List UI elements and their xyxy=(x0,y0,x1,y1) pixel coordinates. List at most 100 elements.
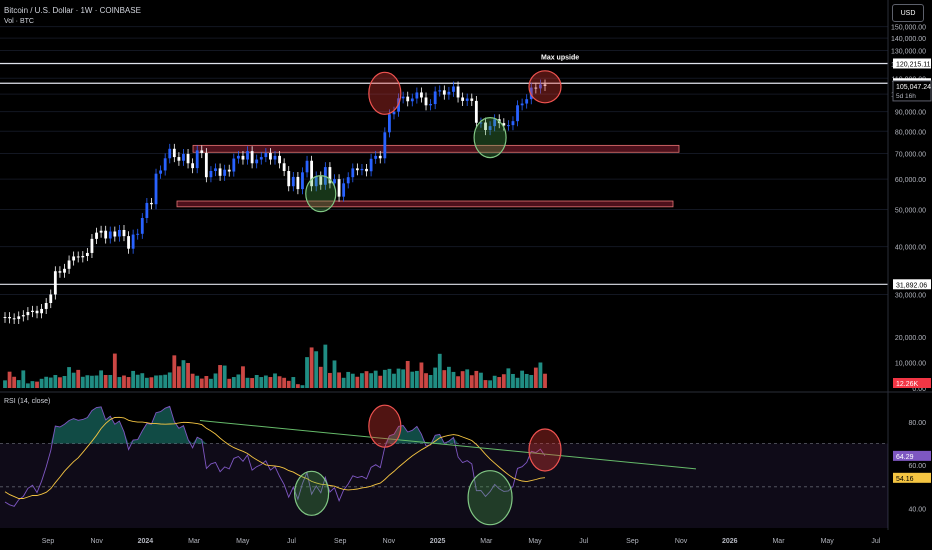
volume-bar xyxy=(488,380,492,388)
candle-body xyxy=(433,91,437,105)
volume-bar xyxy=(410,371,415,388)
candle-body xyxy=(99,230,103,233)
candle-body xyxy=(182,153,185,161)
volume-bar xyxy=(16,380,21,388)
volume-bar xyxy=(158,375,163,388)
candle-body xyxy=(383,132,387,159)
candle-body xyxy=(12,318,16,320)
price-gridlines xyxy=(0,26,888,295)
candle-body xyxy=(374,155,378,159)
volume-bar xyxy=(273,373,277,388)
price-tick-label: 90,000.00 xyxy=(895,110,926,117)
highlight-circle xyxy=(294,470,330,516)
candle-body xyxy=(287,171,291,187)
volume-bar xyxy=(360,373,364,388)
volume-bar xyxy=(291,377,296,388)
volume-bar xyxy=(85,375,90,388)
volume-bar xyxy=(67,367,71,388)
volume-bar xyxy=(332,360,337,388)
candle-body xyxy=(429,104,432,106)
support-resistance-zones xyxy=(176,144,680,208)
volume-bar xyxy=(414,370,419,388)
candle-body xyxy=(516,105,519,122)
candle-body xyxy=(328,167,332,184)
candle-body xyxy=(63,268,66,273)
volume-bar xyxy=(428,374,433,388)
candle-body xyxy=(163,158,167,171)
candle-body xyxy=(424,97,428,106)
price-label-sub: 5d 16h xyxy=(896,93,916,100)
time-tick-label: Nov xyxy=(90,538,103,545)
currency-button[interactable]: USD xyxy=(892,4,924,22)
volume-bar xyxy=(71,372,76,388)
volume-bar xyxy=(245,377,250,388)
candle-body xyxy=(26,312,30,316)
rsi-overbought-fill xyxy=(5,406,545,444)
volume-bar xyxy=(451,371,456,388)
candle-body xyxy=(90,238,94,253)
volume-bar xyxy=(99,370,104,388)
volume-bar xyxy=(172,355,177,388)
volume-bar xyxy=(396,368,401,388)
volume-bar xyxy=(543,373,547,388)
candle-body xyxy=(95,232,98,239)
volume-bar xyxy=(117,377,122,388)
volume-value-text: 12.26K xyxy=(896,381,919,388)
candle-body xyxy=(76,256,80,258)
volume-label: Vol · BTC xyxy=(4,18,34,25)
highlight-circle xyxy=(528,70,562,104)
candle-body xyxy=(401,96,405,99)
candle-body xyxy=(204,152,208,178)
candle-body xyxy=(346,177,350,184)
price-tick-label: 60,000.00 xyxy=(895,177,926,184)
candle-body xyxy=(305,160,309,173)
volume-bar xyxy=(62,376,67,388)
candle-body xyxy=(223,169,227,176)
volume-bar xyxy=(300,385,305,388)
candle-body xyxy=(484,122,487,131)
candle-body xyxy=(236,155,240,159)
highlight-circle xyxy=(368,404,402,448)
candle-body xyxy=(214,168,217,172)
price-tick-label: 150,000.00 xyxy=(891,25,926,32)
candle-body xyxy=(227,169,231,172)
highlight-circle xyxy=(528,428,562,472)
candle-body xyxy=(150,202,153,205)
volume-bar xyxy=(167,372,172,388)
highlight-circle xyxy=(305,175,337,213)
volume-bar xyxy=(424,373,428,388)
candle-body xyxy=(72,256,76,261)
candle-body xyxy=(438,90,442,92)
volume-bar xyxy=(446,366,451,388)
price-tick-label: 50,000.00 xyxy=(895,207,926,214)
candle-body xyxy=(127,236,130,249)
volume-bar xyxy=(506,368,511,388)
rsi-value-text: 64.29 xyxy=(896,454,914,461)
volume-bar xyxy=(209,378,213,388)
candle-body xyxy=(250,151,254,164)
candle-body xyxy=(355,168,359,171)
volume-bar xyxy=(135,374,140,388)
volume-bar xyxy=(7,371,12,388)
time-tick-label: Sep xyxy=(42,538,55,545)
candle-body xyxy=(351,168,355,178)
volume-bar xyxy=(369,373,374,388)
volume-bar xyxy=(392,373,396,388)
volume-bar xyxy=(520,370,525,388)
candle-body xyxy=(118,229,121,237)
price-tick-label: 140,000.00 xyxy=(891,36,926,43)
candle-body xyxy=(291,176,295,187)
volume-bar xyxy=(94,375,99,388)
volume-bar xyxy=(442,370,447,388)
volume-bar xyxy=(103,374,108,388)
volume-bar xyxy=(515,377,520,388)
price-tick-label: 70,000.00 xyxy=(895,151,926,158)
volume-bar xyxy=(48,377,53,388)
volume-bar xyxy=(469,375,474,388)
candle-body xyxy=(246,151,249,160)
time-tick-label: 2025 xyxy=(430,538,446,545)
candle-body xyxy=(314,176,318,187)
volume-bar xyxy=(465,369,470,388)
volume-value-box xyxy=(893,378,931,388)
